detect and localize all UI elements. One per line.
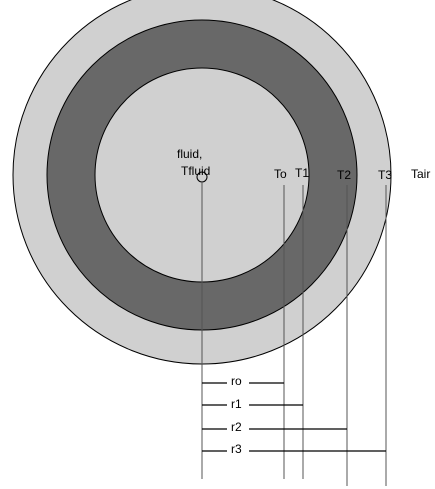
label-bg (227, 375, 249, 391)
label-bg (227, 397, 249, 413)
radius-label: r1 (231, 397, 242, 411)
fluid-label: Tfluid (181, 164, 210, 178)
radius-label: ro (231, 374, 242, 388)
temperature-label: T2 (337, 168, 351, 182)
radius-label: r2 (231, 420, 242, 434)
temperature-label: To (274, 167, 287, 181)
temperature-label: Tair (411, 167, 430, 181)
label-bg (227, 443, 249, 459)
radius-label: r3 (231, 442, 242, 456)
temperature-label: T1 (295, 166, 309, 180)
temperature-label: T3 (378, 168, 392, 182)
fluid-label: fluid, (177, 147, 202, 161)
label-bg (227, 421, 249, 437)
